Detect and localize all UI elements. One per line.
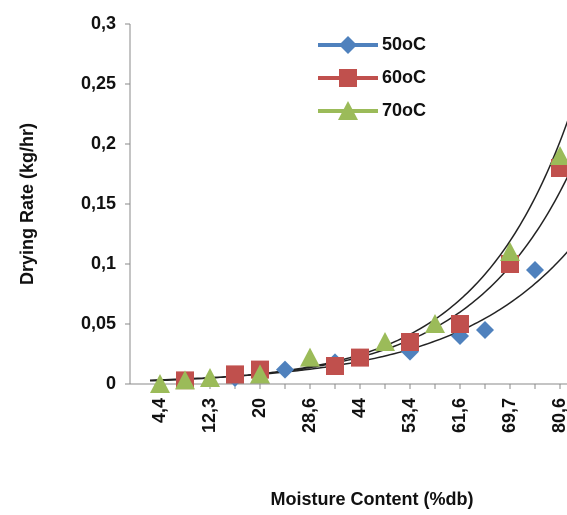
- marker: [300, 347, 320, 367]
- marker: [276, 360, 294, 379]
- x-tick-label: 12,3: [199, 398, 219, 433]
- marker: [250, 364, 270, 384]
- marker: [200, 368, 220, 387]
- y-tick-label: 0,25: [81, 73, 116, 93]
- y-tick-label: 0,1: [91, 253, 116, 273]
- x-tick-label: 28,6: [299, 398, 319, 433]
- y-tick-label: 0,05: [81, 313, 116, 333]
- trendline: [149, 120, 567, 382]
- y-tick-label: 0,15: [81, 193, 116, 213]
- marker: [401, 333, 419, 351]
- marker: [226, 365, 244, 384]
- x-tick-label: 4,4: [149, 398, 169, 423]
- legend-label: 60oC: [382, 67, 426, 87]
- marker: [451, 315, 469, 333]
- y-tick-label: 0,3: [91, 13, 116, 33]
- x-tick-label: 69,7: [499, 398, 519, 433]
- marker: [339, 69, 357, 87]
- y-axis-title: Drying Rate (kg/hr): [17, 123, 37, 285]
- marker: [351, 348, 369, 367]
- y-tick-label: 0: [106, 373, 116, 393]
- legend-label: 70oC: [382, 100, 426, 120]
- y-tick-label: 0,2: [91, 133, 116, 153]
- marker: [339, 36, 357, 54]
- marker: [175, 370, 195, 390]
- marker: [526, 261, 544, 279]
- x-tick-label: 44: [349, 398, 369, 418]
- marker: [326, 357, 344, 375]
- x-tick-label: 61,6: [449, 398, 469, 433]
- marker: [375, 332, 395, 351]
- x-tick-label: 80,6: [549, 398, 567, 433]
- x-axis-title: Moisture Content (%db): [271, 489, 474, 509]
- marker: [425, 314, 445, 333]
- marker: [550, 146, 567, 165]
- marker: [338, 101, 358, 120]
- marker: [150, 374, 170, 393]
- marker: [476, 321, 494, 339]
- marker: [500, 242, 520, 261]
- x-tick-label: 20: [249, 398, 269, 418]
- legend-label: 50oC: [382, 34, 426, 54]
- x-tick-label: 53,4: [399, 398, 419, 433]
